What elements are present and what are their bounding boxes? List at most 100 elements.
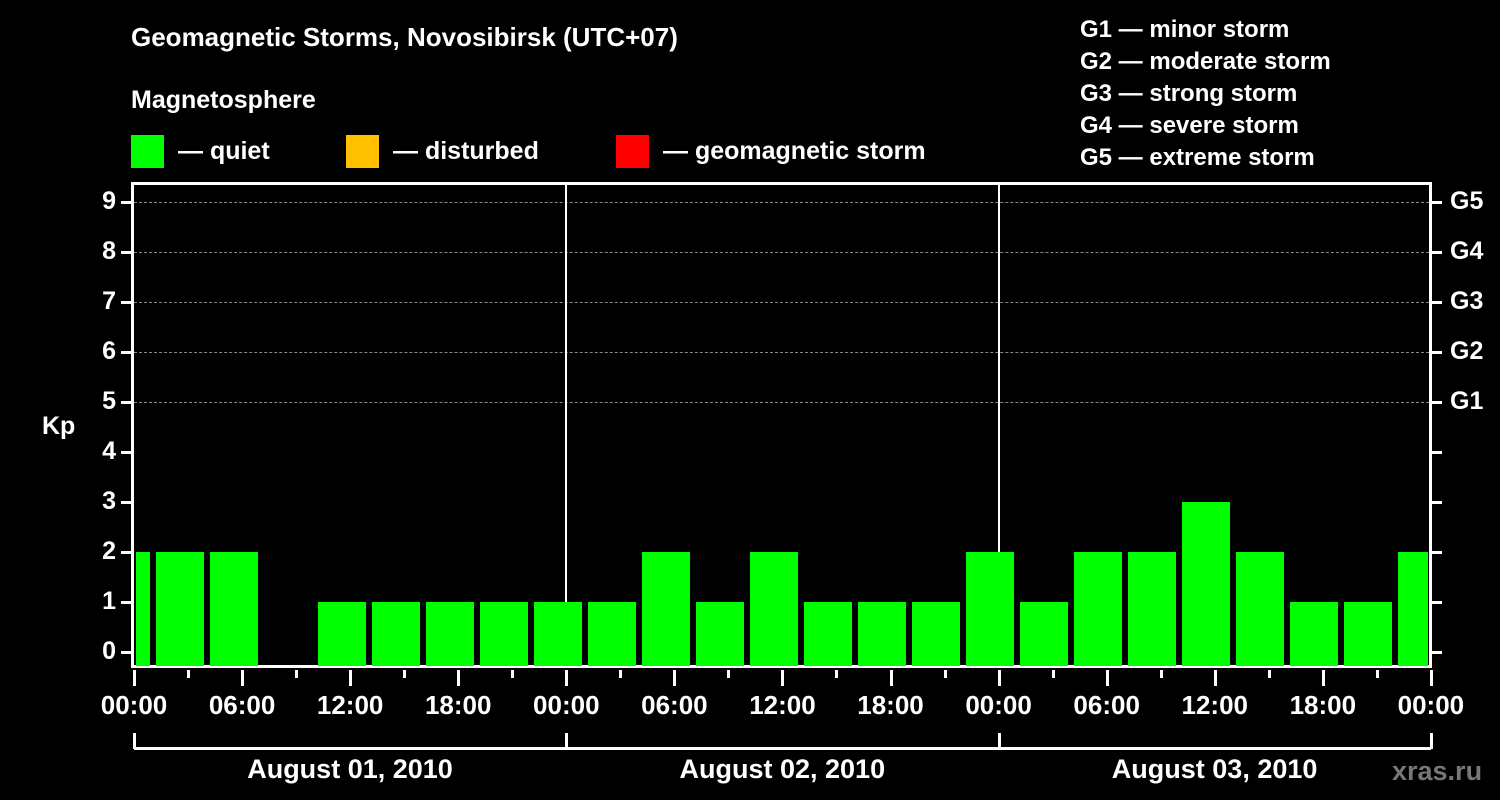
kp-bar bbox=[1290, 602, 1338, 666]
date-label: August 02, 2010 bbox=[679, 754, 886, 784]
y-axis-label: Kp bbox=[42, 412, 76, 440]
kp-bar bbox=[642, 552, 690, 666]
g5-description: G5 — extreme storm bbox=[1080, 144, 1315, 171]
y-tick-label: 7 bbox=[102, 287, 116, 315]
x-major-tick bbox=[997, 670, 1001, 686]
x-major-tick bbox=[241, 670, 245, 686]
kp-bar bbox=[696, 602, 744, 666]
kp-bar bbox=[480, 602, 528, 666]
x-minor-tick bbox=[835, 670, 839, 678]
kp-bar bbox=[1236, 552, 1284, 666]
y-tick-label: 6 bbox=[102, 337, 116, 365]
g1-description: G1 — minor storm bbox=[1080, 16, 1290, 43]
x-minor-tick bbox=[943, 670, 947, 678]
legend-quiet: — quiet bbox=[131, 134, 270, 168]
storm-scale-legend: G1 — minor storm G2 — moderate storm G3 … bbox=[1080, 14, 1331, 174]
x-major-tick bbox=[133, 670, 136, 686]
right-tick bbox=[1432, 651, 1442, 654]
x-major-tick bbox=[1321, 670, 1325, 686]
x-tick-label: 18:00 bbox=[424, 690, 492, 720]
date-bracket-tick bbox=[1429, 733, 1433, 749]
y-tick bbox=[121, 651, 131, 654]
kp-bar bbox=[1128, 552, 1176, 666]
y-tick-label: 0 bbox=[102, 637, 116, 665]
y-tick-label: 3 bbox=[102, 487, 116, 515]
x-minor-tick bbox=[1267, 670, 1271, 678]
g-level-label: G4 bbox=[1450, 237, 1484, 265]
y-tick bbox=[121, 201, 131, 204]
kp-bar bbox=[750, 552, 798, 666]
g-level-label: G2 bbox=[1450, 337, 1484, 365]
legend-storm-label: — geomagnetic storm bbox=[663, 136, 926, 165]
y-tick-label: 8 bbox=[102, 237, 116, 265]
x-major-tick bbox=[889, 670, 893, 686]
day-separator bbox=[997, 182, 1000, 668]
right-tick bbox=[1432, 201, 1442, 204]
x-minor-tick bbox=[619, 670, 623, 678]
x-tick-label: 12:00 bbox=[1181, 690, 1249, 720]
right-tick bbox=[1432, 551, 1442, 554]
kp-bar bbox=[1344, 602, 1392, 666]
x-minor-tick bbox=[511, 670, 515, 678]
x-tick-label: 00:00 bbox=[1397, 690, 1465, 720]
right-tick bbox=[1432, 401, 1442, 404]
legend-storm: — geomagnetic storm bbox=[616, 134, 926, 168]
kp-bar bbox=[1074, 552, 1122, 666]
kp-bar bbox=[1020, 602, 1068, 666]
date-bracket-tick bbox=[565, 733, 569, 749]
gridline bbox=[134, 402, 1429, 403]
y-tick-label: 9 bbox=[102, 187, 116, 215]
chart-title: Geomagnetic Storms, Novosibirsk (UTC+07) bbox=[131, 22, 678, 52]
x-major-tick bbox=[1213, 670, 1217, 686]
x-major-tick bbox=[781, 670, 785, 686]
kp-bar bbox=[318, 602, 366, 666]
x-tick-label: 06:00 bbox=[641, 690, 708, 720]
legend-quiet-label: — quiet bbox=[178, 136, 270, 165]
date-bracket bbox=[134, 747, 1431, 750]
right-tick bbox=[1432, 601, 1442, 604]
kp-bar bbox=[534, 602, 582, 666]
x-minor-tick bbox=[1375, 670, 1379, 678]
y-tick bbox=[121, 301, 131, 304]
day-separator bbox=[565, 182, 568, 668]
x-tick-label: 00:00 bbox=[100, 690, 168, 720]
kp-bar bbox=[804, 602, 852, 666]
g4-description: G4 — severe storm bbox=[1080, 112, 1299, 139]
kp-bar bbox=[210, 552, 258, 666]
x-minor-tick bbox=[187, 670, 191, 678]
x-minor-tick bbox=[295, 670, 299, 678]
kp-bar bbox=[136, 552, 150, 666]
quiet-swatch-icon bbox=[131, 134, 164, 168]
legend-disturbed-label: — disturbed bbox=[393, 136, 539, 165]
y-tick bbox=[121, 601, 131, 604]
right-tick bbox=[1432, 251, 1442, 254]
x-tick-label: 18:00 bbox=[1289, 690, 1357, 720]
right-tick bbox=[1432, 451, 1442, 454]
x-minor-tick bbox=[1159, 670, 1163, 678]
legend-disturbed: — disturbed bbox=[346, 134, 539, 168]
date-bracket-tick bbox=[997, 733, 1001, 749]
g-level-label: G3 bbox=[1450, 287, 1484, 315]
gridline bbox=[134, 252, 1429, 253]
gridline bbox=[134, 302, 1429, 303]
x-minor-tick bbox=[403, 670, 407, 678]
g-level-label: G1 bbox=[1450, 387, 1484, 415]
x-tick-label: 06:00 bbox=[1073, 690, 1140, 720]
date-label: August 01, 2010 bbox=[247, 754, 453, 784]
y-tick-label: 5 bbox=[102, 387, 116, 415]
y-tick bbox=[121, 351, 131, 354]
x-major-tick bbox=[565, 670, 569, 686]
kp-bar bbox=[858, 602, 906, 666]
plot-frame bbox=[131, 182, 1432, 668]
y-tick bbox=[121, 401, 131, 404]
kp-bar bbox=[966, 552, 1014, 666]
x-major-tick bbox=[349, 670, 353, 686]
y-tick bbox=[121, 501, 131, 504]
y-tick-label: 1 bbox=[102, 587, 116, 615]
storm-swatch-icon bbox=[616, 134, 649, 168]
x-major-tick bbox=[457, 670, 461, 686]
chart-subtitle: Magnetosphere bbox=[131, 86, 316, 114]
x-tick-label: 06:00 bbox=[208, 690, 276, 720]
gridline bbox=[134, 352, 1429, 353]
y-tick-label: 4 bbox=[102, 437, 116, 465]
